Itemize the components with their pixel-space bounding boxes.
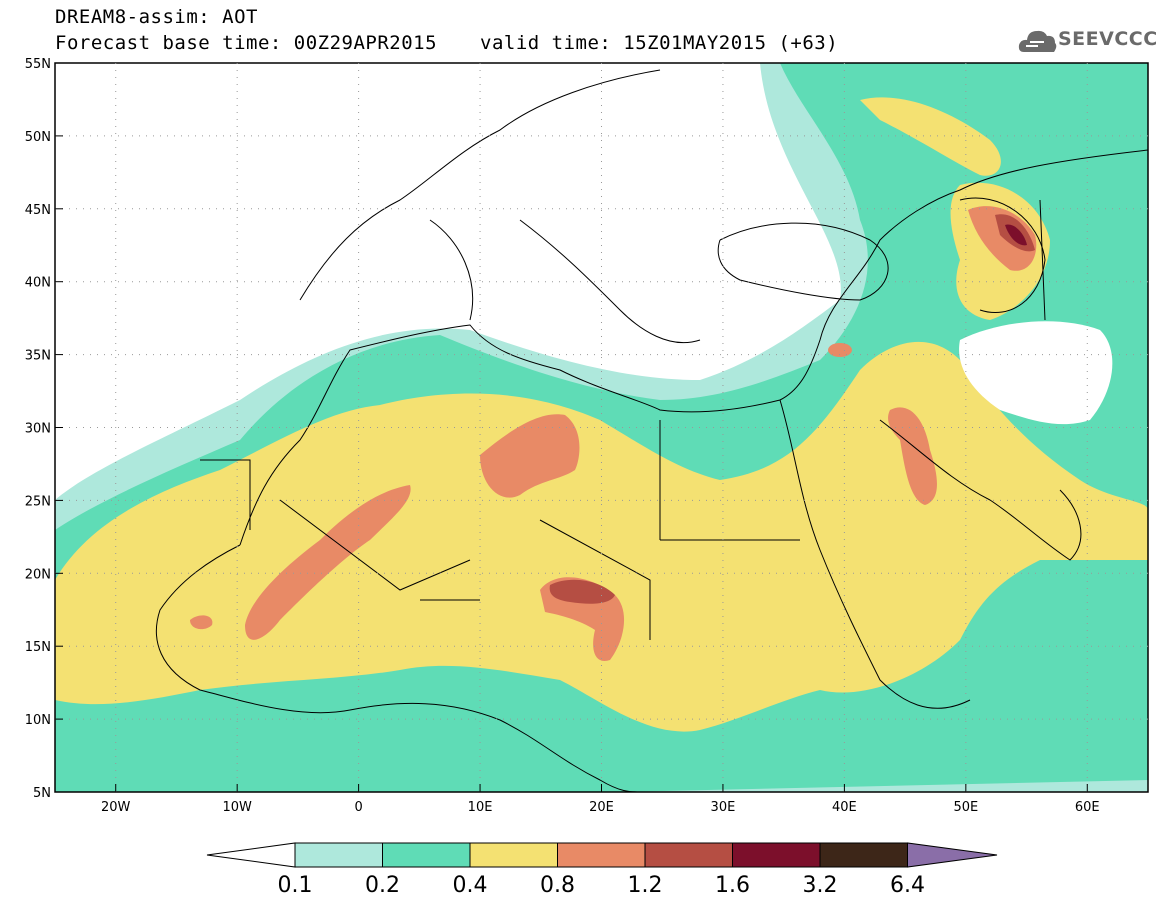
- lon-tick-label: 20W: [101, 800, 131, 815]
- lat-tick-label: 45N: [25, 203, 51, 218]
- lon-tick-label: 10W: [222, 800, 252, 815]
- lon-tick-label: 0: [354, 800, 362, 815]
- colorbar-segment: [557, 842, 646, 868]
- lat-tick-label: 55N: [25, 57, 51, 72]
- colorbar-segment: [644, 842, 733, 868]
- forecast-base-time: Forecast base time: 00Z29APR2015: [55, 32, 438, 54]
- coastlines: [155, 69, 1148, 792]
- lat-tick-label: 40N: [25, 276, 51, 291]
- colorbar-tick-label: 1.6: [715, 873, 750, 898]
- lon-tick-label: 50E: [953, 800, 978, 815]
- cloud-icon: [1018, 30, 1057, 52]
- colorbar-tick-label: 0.2: [365, 873, 400, 898]
- lon-tick-label: 20E: [589, 800, 614, 815]
- colorbar-tick-label: 3.2: [803, 873, 838, 898]
- colorbar-segment: [382, 842, 471, 868]
- valid-time: valid time: 15Z01MAY2015 (+63): [480, 32, 839, 54]
- map-title: DREAM8-assim: AOT: [55, 6, 258, 28]
- colorbar-tick-label: 1.2: [628, 873, 663, 898]
- lat-tick-label: 30N: [25, 422, 51, 437]
- colorbar-segment: [732, 842, 821, 868]
- lat-tick-label: 35N: [25, 349, 51, 364]
- colorbar-arrow-high: [907, 842, 998, 868]
- lat-tick-label: 50N: [25, 130, 51, 145]
- colorbar-tick-label: 0.4: [453, 873, 488, 898]
- longitude-axis: 20W 10W 0 10E 20E 30E 40E 50E 60E: [101, 784, 1100, 815]
- colorbar-tick-label: 0.8: [540, 873, 575, 898]
- colorbar: 0.1 0.2 0.4 0.8 1.2 1.6 3.2 6.4: [206, 842, 998, 898]
- lat-tick-label: 15N: [25, 640, 51, 655]
- lat-tick-label: 25N: [25, 494, 51, 509]
- gridlines: [55, 63, 1148, 792]
- lat-tick-label: 5N: [33, 786, 51, 801]
- colorbar-segment: [819, 842, 908, 868]
- colorbar-segment: [469, 842, 558, 868]
- lon-tick-label: 60E: [1075, 800, 1100, 815]
- colorbar-tick-label: 6.4: [890, 873, 925, 898]
- colorbar-segment: [294, 842, 383, 868]
- colorbar-tick-label: 0.1: [278, 873, 313, 898]
- lat-tick-label: 20N: [25, 567, 51, 582]
- lon-tick-label: 30E: [711, 800, 736, 815]
- colorbar-arrow-low: [206, 842, 296, 868]
- lon-tick-label: 40E: [832, 800, 857, 815]
- logo-text: SEEVCCC: [1058, 28, 1158, 50]
- lat-tick-label: 10N: [25, 713, 51, 728]
- lon-tick-label: 10E: [468, 800, 493, 815]
- latitude-axis: 55N 50N 45N 40N 35N 30N 25N 20N 15N 10N 5N: [25, 57, 63, 801]
